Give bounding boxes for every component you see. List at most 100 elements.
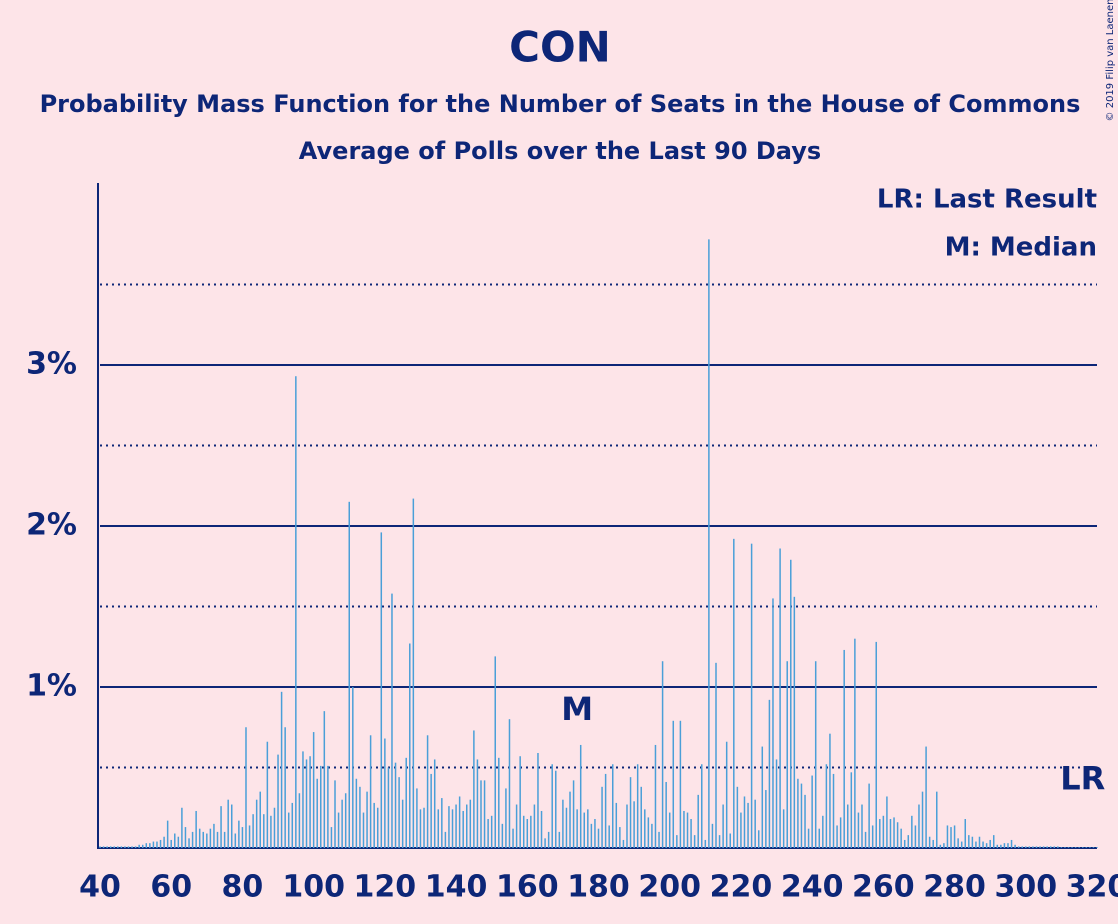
bar xyxy=(594,819,596,848)
bar xyxy=(811,775,813,848)
bar xyxy=(619,827,621,848)
bar xyxy=(829,733,831,848)
bar xyxy=(1025,846,1027,848)
bar xyxy=(775,759,778,848)
bar xyxy=(740,812,742,848)
bar xyxy=(676,835,678,848)
bar xyxy=(1028,846,1031,848)
bar xyxy=(1092,847,1095,848)
bar xyxy=(341,799,343,848)
bar xyxy=(273,807,276,848)
bar xyxy=(384,738,386,848)
bar xyxy=(401,799,404,848)
bar xyxy=(622,839,625,848)
bar xyxy=(953,825,956,848)
x-tick-label: 120 xyxy=(354,870,417,905)
bar xyxy=(1032,846,1034,848)
bar xyxy=(241,827,244,848)
bar xyxy=(156,841,158,848)
bar xyxy=(473,730,475,848)
bar xyxy=(871,825,874,848)
bar xyxy=(198,828,201,848)
bar xyxy=(394,762,397,848)
bar xyxy=(822,815,824,848)
bar xyxy=(1064,847,1066,848)
bar xyxy=(159,839,162,848)
bar xyxy=(298,793,301,848)
bar xyxy=(665,781,667,848)
x-tick-label: 160 xyxy=(496,870,559,905)
bar xyxy=(277,754,279,848)
bar xyxy=(583,812,586,848)
bar xyxy=(683,810,685,848)
bar xyxy=(270,815,272,848)
bar xyxy=(985,843,988,848)
bar xyxy=(391,593,393,848)
bar xyxy=(352,686,354,848)
bar xyxy=(419,809,422,848)
annotation: M xyxy=(561,690,593,728)
bar xyxy=(907,835,910,848)
bar xyxy=(337,812,340,848)
bar xyxy=(928,836,931,848)
bar xyxy=(604,773,607,848)
bar xyxy=(1057,846,1059,848)
bar xyxy=(964,819,967,848)
bar xyxy=(925,746,927,848)
bar xyxy=(750,543,753,848)
bar xyxy=(540,810,543,848)
bar xyxy=(255,799,258,848)
bar xyxy=(790,559,792,848)
bar xyxy=(102,846,105,848)
x-tick-label: 220 xyxy=(710,870,773,905)
bar xyxy=(444,831,447,848)
bar xyxy=(1046,846,1048,848)
bar xyxy=(886,796,888,848)
bar xyxy=(672,720,675,848)
bar xyxy=(836,825,838,848)
bar xyxy=(729,833,731,848)
bar xyxy=(230,804,233,848)
bar xyxy=(508,719,511,848)
bar xyxy=(206,833,208,848)
bar xyxy=(772,598,774,848)
bar xyxy=(330,827,333,848)
bar xyxy=(501,823,504,848)
bar xyxy=(387,767,390,848)
bar xyxy=(832,773,835,848)
bar xyxy=(814,661,817,848)
bar xyxy=(754,799,756,848)
bar xyxy=(875,641,877,848)
bar xyxy=(1060,847,1063,848)
x-tick-label: 240 xyxy=(781,870,844,905)
bar xyxy=(647,817,650,848)
bar xyxy=(804,794,806,848)
bar xyxy=(946,825,949,848)
bar xyxy=(818,828,821,848)
bar xyxy=(426,735,429,848)
bar xyxy=(302,751,304,848)
bar xyxy=(530,815,532,848)
bar xyxy=(921,791,924,848)
bar xyxy=(889,819,892,848)
bar xyxy=(490,815,493,848)
bar xyxy=(1074,847,1077,848)
bar xyxy=(1096,847,1098,848)
bar xyxy=(259,791,261,848)
bar xyxy=(989,839,991,848)
bar xyxy=(455,804,457,848)
bar xyxy=(312,732,315,848)
bar xyxy=(466,804,468,848)
bar xyxy=(498,757,500,848)
x-tick-label: 80 xyxy=(222,870,264,905)
bar xyxy=(494,656,496,848)
bar xyxy=(1035,846,1038,848)
bar xyxy=(1039,846,1041,848)
bar xyxy=(590,823,593,848)
bar xyxy=(188,838,190,848)
bar xyxy=(113,846,115,848)
bar xyxy=(245,727,247,848)
bar xyxy=(195,810,197,848)
bar xyxy=(693,835,696,848)
